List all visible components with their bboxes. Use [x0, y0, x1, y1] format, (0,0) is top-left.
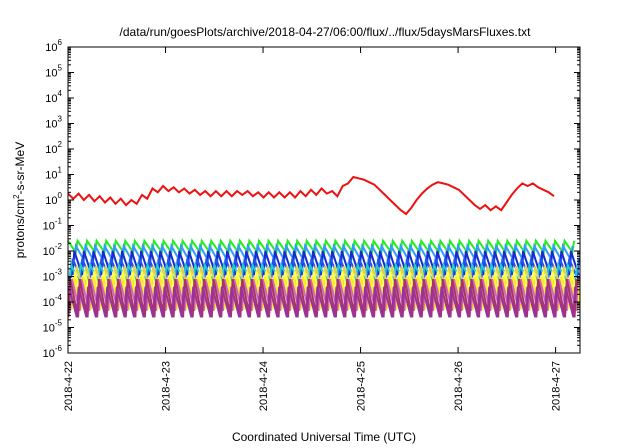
y-tick-label: 10-2 [43, 242, 63, 258]
y-axis-label-sup: 2 [12, 194, 21, 199]
y-tick-label: 101 [45, 166, 62, 182]
series-layer [67, 175, 581, 318]
y-tick-label: 10-4 [43, 293, 63, 309]
x-tick-label: 2018-4-22 [63, 361, 75, 411]
y-tick-label: 10-1 [43, 217, 63, 233]
y-axis-label-base: protons/cm [13, 199, 27, 258]
y-tick-label: 105 [45, 64, 62, 80]
x-tick-label: 2018-4-25 [356, 361, 368, 411]
x-tick-label: 2018-4-24 [258, 361, 270, 411]
y-tick-label: 10-3 [43, 268, 63, 284]
y-tick-label: 103 [45, 115, 62, 131]
series-line-1 [67, 175, 555, 216]
y-tick-label: 10-5 [43, 319, 63, 335]
y-axis-label-rest: -s-sr-MeV [13, 142, 27, 195]
x-tick-label: 2018-4-23 [161, 361, 173, 411]
chart-title: /data/run/goesPlots/archive/2018-04-27/0… [120, 25, 532, 39]
y-axis: 10-6 10-5 10-4 10-3 10-2 10-1 100 101 102 103 104 1… [43, 38, 580, 360]
y-tick-label: 106 [45, 38, 62, 54]
x-axis-label: Coordinated Universal Time (UTC) [232, 430, 416, 444]
x-axis: 2018-4-22 2018-4-23 2018-4-24 2018-4-25 2018… [63, 47, 563, 411]
y-tick-label: 10-6 [43, 344, 63, 360]
series-line-12 [68, 286, 577, 318]
y-axis-label: protons/cm2-s-sr-MeV [12, 142, 27, 258]
y-tick-label: 102 [45, 140, 62, 156]
x-tick-label: 2018-4-26 [453, 361, 465, 411]
y-tick-label: 100 [45, 191, 62, 207]
x-tick-label: 2018-4-27 [551, 361, 563, 411]
y-tick-label: 104 [45, 89, 62, 105]
